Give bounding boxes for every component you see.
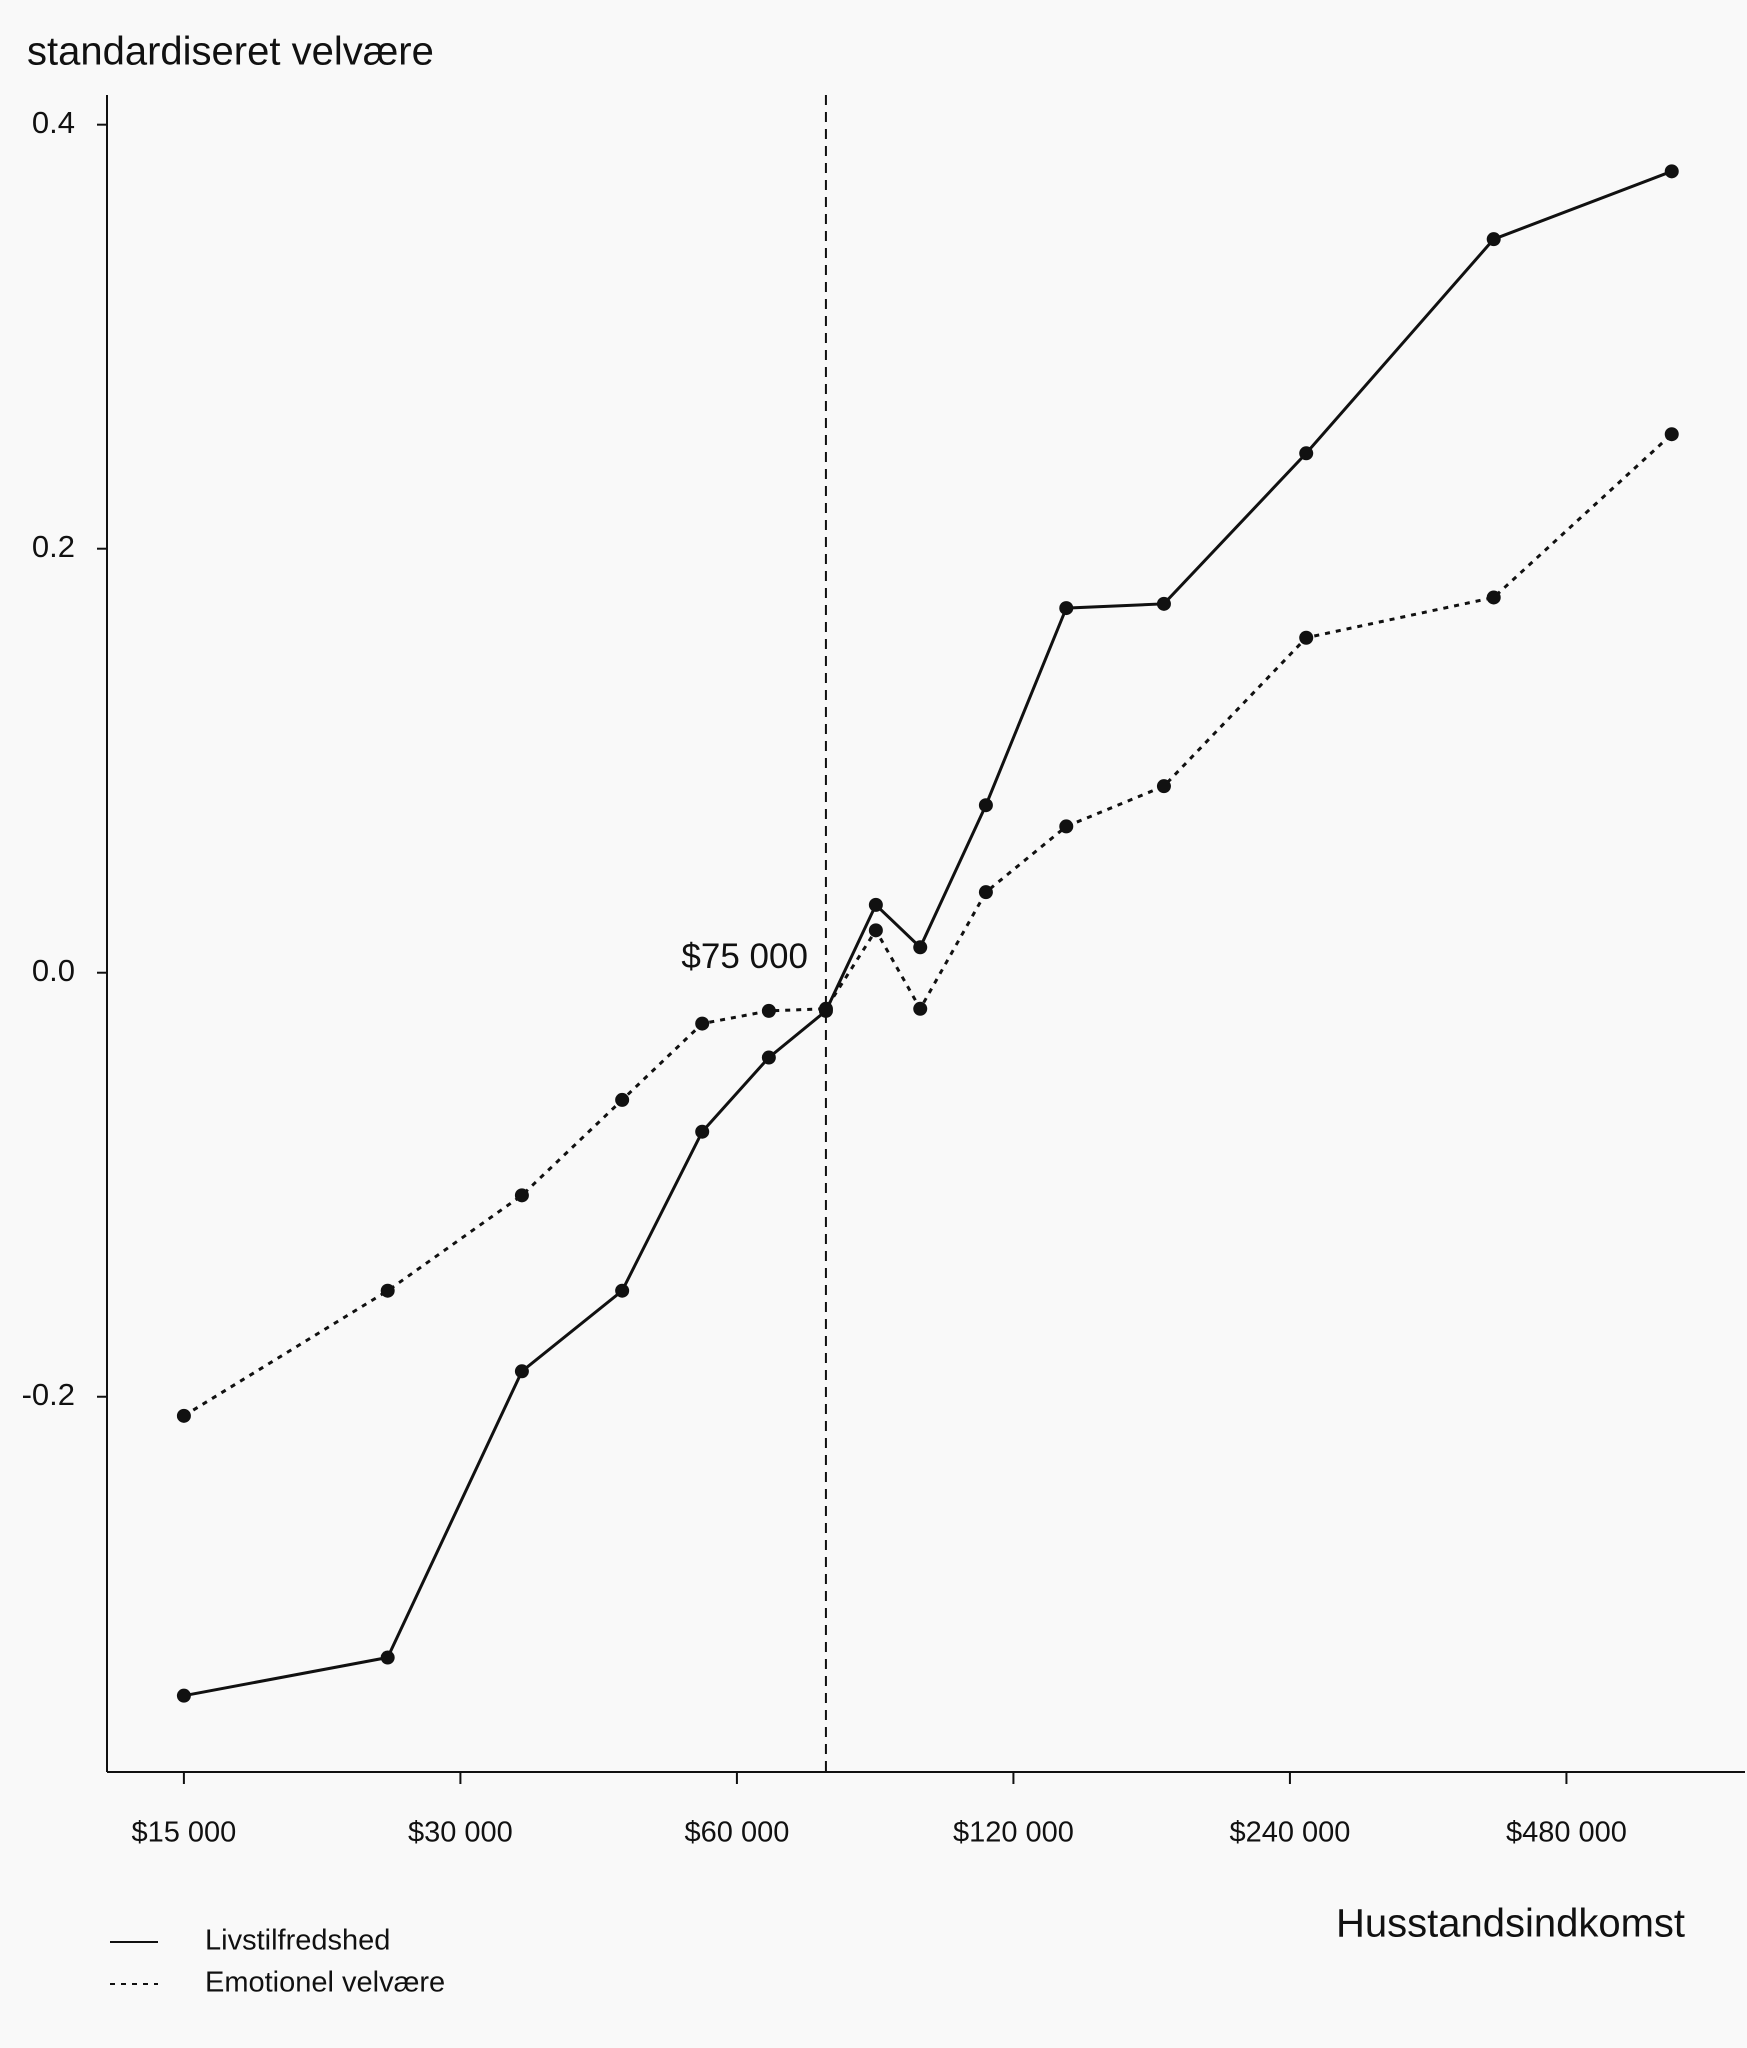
x-tick-label: $15 000 (131, 1817, 236, 1849)
y-tick-label: 0.0 (32, 953, 75, 988)
data-point (1664, 427, 1679, 442)
y-axis-label: standardiseret velvære (27, 30, 434, 74)
data-point (514, 1188, 529, 1203)
data-point (380, 1283, 395, 1298)
data-point (695, 1016, 710, 1031)
y-tick-label: 0.2 (32, 529, 75, 564)
data-point (176, 1408, 191, 1423)
data-point (761, 1050, 776, 1065)
y-tick-label: -0.2 (22, 1377, 75, 1412)
x-tick-label: $60 000 (685, 1817, 790, 1849)
data-point (1299, 446, 1314, 461)
data-point (176, 1688, 191, 1703)
data-point (1664, 164, 1679, 179)
data-point (868, 923, 883, 938)
data-point (1156, 779, 1171, 794)
data-point (1486, 232, 1501, 247)
data-point (868, 897, 883, 912)
data-point (615, 1092, 630, 1107)
x-tick-label: $120 000 (953, 1817, 1074, 1849)
legend-label: Emotionel velvære (205, 1967, 445, 1999)
data-point (380, 1650, 395, 1665)
data-point (818, 1001, 833, 1016)
x-axis-label: Husstandsindkomst (1336, 1902, 1685, 1946)
data-point (615, 1283, 630, 1298)
x-tick-label: $30 000 (408, 1817, 513, 1849)
legend-label: Livstilfredshed (205, 1925, 390, 1957)
y-tick-label: 0.4 (32, 105, 75, 140)
reference-label: $75 000 (681, 937, 808, 976)
data-point (978, 798, 993, 813)
data-point (913, 1001, 928, 1016)
data-point (1059, 819, 1074, 834)
x-tick-label: $480 000 (1506, 1817, 1627, 1849)
data-point (514, 1364, 529, 1379)
x-tick-label: $240 000 (1229, 1817, 1350, 1849)
data-point (1299, 630, 1314, 645)
data-point (1486, 590, 1501, 605)
data-point (913, 940, 928, 955)
data-point (1156, 596, 1171, 611)
data-point (1059, 601, 1074, 616)
data-point (761, 1003, 776, 1018)
data-point (978, 885, 993, 900)
data-point (695, 1124, 710, 1139)
